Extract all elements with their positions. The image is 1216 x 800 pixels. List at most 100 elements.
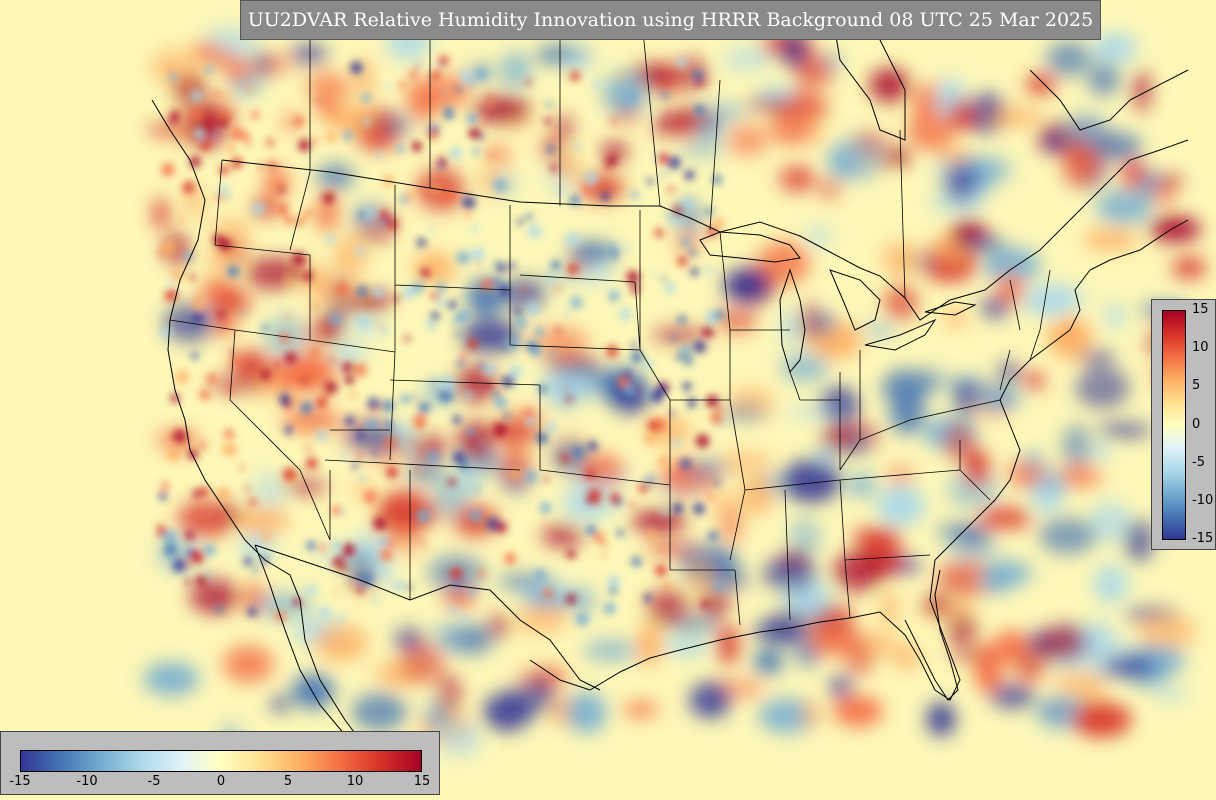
innovation-speckle — [495, 521, 507, 534]
innovation-blob — [314, 624, 368, 662]
innovation-speckle — [216, 193, 223, 201]
innovation-speckle — [386, 84, 392, 90]
innovation-speckle — [508, 262, 516, 270]
innovation-speckle — [353, 363, 367, 377]
innovation-blob — [947, 612, 977, 645]
innovation-blob — [1103, 302, 1126, 330]
innovation-speckle — [184, 578, 191, 586]
innovation-speckle — [667, 186, 674, 193]
innovation-speckle — [626, 270, 640, 285]
innovation-speckle — [491, 390, 499, 398]
innovation-speckle — [618, 74, 624, 81]
innovation-blob — [815, 312, 834, 334]
innovation-speckle — [356, 315, 370, 329]
innovation-speckle — [223, 429, 235, 440]
innovation-speckle — [487, 152, 493, 158]
innovation-speckle — [690, 267, 699, 276]
innovation-speckle — [244, 486, 250, 492]
innovation-speckle — [416, 509, 431, 523]
innovation-blob — [245, 257, 301, 290]
innovation-speckle — [379, 537, 388, 546]
innovation-blob — [718, 505, 744, 544]
innovation-speckle — [226, 144, 236, 153]
innovation-speckle — [344, 374, 355, 386]
innovation-speckle — [247, 606, 258, 617]
innovation-blob — [960, 237, 1006, 251]
innovation-speckle — [440, 376, 454, 391]
innovation-speckle — [609, 492, 621, 504]
innovation-speckle — [328, 313, 341, 325]
innovation-speckle — [337, 614, 345, 623]
innovation-blob — [290, 44, 328, 64]
innovation-blob — [782, 459, 841, 503]
innovation-speckle — [477, 569, 486, 577]
innovation-speckle — [601, 552, 606, 558]
innovation-speckle — [371, 450, 378, 457]
innovation-blob — [1076, 350, 1115, 364]
innovation-speckle — [411, 141, 423, 152]
innovation-blob — [437, 719, 482, 756]
innovation-blob — [1058, 464, 1102, 488]
innovation-speckle — [405, 191, 415, 201]
innovation-speckle — [333, 541, 340, 548]
innovation-blob — [646, 588, 690, 628]
innovation-speckle — [449, 567, 463, 581]
innovation-blob — [946, 308, 965, 328]
innovation-speckle — [484, 381, 493, 390]
innovation-speckle — [569, 71, 581, 82]
innovation-speckle — [361, 93, 371, 103]
innovation-speckle — [680, 199, 695, 213]
innovation-speckle — [415, 64, 421, 69]
innovation-speckle — [305, 446, 311, 452]
innovation-speckle — [517, 218, 524, 226]
innovation-speckle — [322, 191, 336, 205]
innovation-speckle — [677, 256, 688, 267]
innovation-blob — [392, 424, 416, 442]
innovation-speckle — [414, 468, 421, 475]
innovation-blob — [437, 674, 461, 717]
horizontal-colorbar: -15 -10 -5 0 5 10 15 — [0, 731, 440, 795]
political-borders — [151, 0, 1189, 791]
innovation-speckle — [388, 538, 397, 548]
innovation-speckle — [381, 327, 387, 333]
innovation-speckle — [660, 508, 668, 517]
innovation-blob — [886, 465, 914, 486]
innovation-speckle — [266, 138, 274, 147]
innovation-speckle — [692, 69, 704, 81]
innovation-speckle — [221, 321, 227, 327]
innovation-speckle — [315, 397, 328, 409]
innovation-blob — [1082, 229, 1138, 251]
innovation-speckle — [284, 215, 294, 225]
innovation-blob — [602, 72, 648, 116]
innovation-speckle — [430, 379, 437, 386]
innovation-speckle — [615, 528, 625, 537]
innovation-speckle — [534, 569, 547, 582]
innovation-speckle — [372, 598, 379, 605]
innovation-blob — [717, 625, 739, 665]
innovation-speckle — [161, 162, 175, 177]
innovation-speckle — [320, 85, 327, 92]
innovation-blob — [943, 161, 978, 203]
innovation-blob — [884, 147, 910, 167]
innovation-speckle — [436, 297, 446, 307]
innovation-speckle — [199, 139, 211, 151]
innovation-speckle — [501, 374, 515, 388]
innovation-speckle — [605, 344, 619, 358]
innovation-speckle — [300, 212, 309, 222]
innovation-blob — [434, 75, 469, 108]
innovation-blob — [405, 461, 446, 484]
innovation-speckle — [206, 373, 218, 385]
innovation-blob — [965, 448, 989, 487]
us-mexico-border — [254, 544, 601, 691]
innovation-speckle — [679, 344, 692, 357]
innovation-speckle — [426, 449, 441, 463]
innovation-speckle — [569, 194, 581, 206]
innovation-speckle — [198, 486, 209, 497]
innovation-speckle — [310, 348, 320, 358]
innovation-speckle — [653, 272, 658, 278]
innovation-speckle — [274, 181, 279, 187]
innovation-speckle — [504, 552, 517, 565]
innovation-blob — [959, 526, 993, 546]
innovation-speckle — [716, 407, 722, 413]
innovation-speckle — [493, 422, 508, 437]
